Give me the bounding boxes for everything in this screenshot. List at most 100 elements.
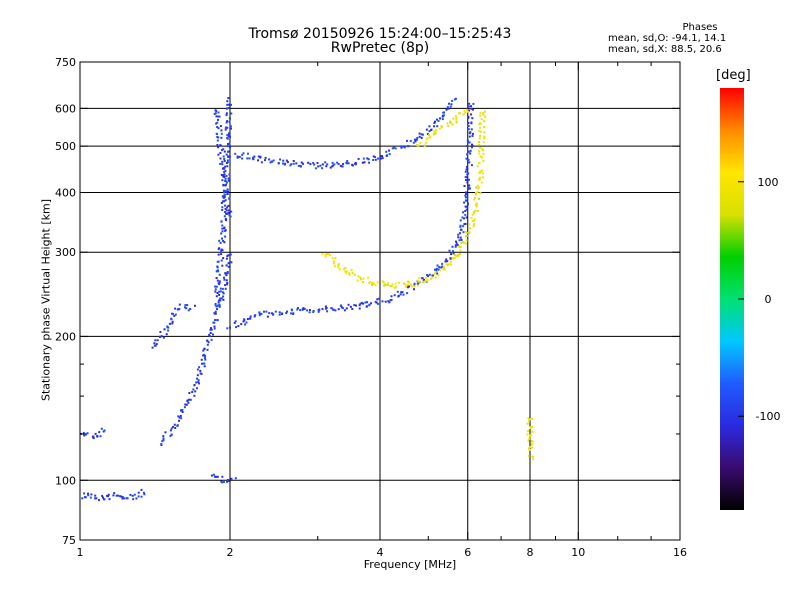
echo-point bbox=[331, 161, 334, 164]
echo-point bbox=[344, 266, 347, 269]
echo-point bbox=[466, 139, 469, 142]
echo-point bbox=[203, 365, 206, 368]
echo-point bbox=[314, 167, 317, 170]
echo-point bbox=[289, 164, 292, 167]
echo-point bbox=[462, 211, 465, 214]
echo-point bbox=[160, 335, 163, 338]
echo-point bbox=[456, 244, 459, 247]
echo-point bbox=[377, 157, 380, 160]
echo-point bbox=[394, 147, 397, 150]
echo-point bbox=[468, 184, 471, 187]
x-tick-label: 10 bbox=[571, 546, 585, 559]
echo-point bbox=[342, 268, 345, 271]
echo-point bbox=[436, 125, 439, 128]
echo-point bbox=[227, 265, 230, 268]
echo-point bbox=[455, 255, 458, 258]
echo-point bbox=[531, 430, 534, 433]
echo-point bbox=[433, 130, 436, 133]
echo-point bbox=[470, 107, 473, 110]
echo-point bbox=[162, 336, 165, 339]
echo-point bbox=[297, 307, 299, 310]
echo-point bbox=[221, 206, 224, 209]
echo-point bbox=[478, 161, 481, 164]
echo-point bbox=[186, 400, 189, 402]
echo-point bbox=[222, 155, 225, 158]
echo-point bbox=[529, 426, 532, 428]
y-tick-label: 100 bbox=[55, 474, 76, 487]
echo-point bbox=[180, 417, 183, 420]
echo-point bbox=[217, 111, 220, 114]
echo-point bbox=[241, 157, 244, 160]
echo-point bbox=[165, 333, 168, 336]
echo-point bbox=[459, 236, 462, 239]
echo-point bbox=[435, 267, 438, 270]
echo-point bbox=[401, 291, 404, 294]
echo-point bbox=[228, 155, 231, 158]
echo-point bbox=[225, 114, 228, 117]
echo-point bbox=[224, 184, 227, 187]
echo-point bbox=[162, 437, 165, 440]
echo-point bbox=[433, 132, 436, 135]
echo-point bbox=[467, 125, 470, 127]
echo-point bbox=[355, 304, 357, 307]
echo-point bbox=[324, 253, 327, 256]
echo-point bbox=[410, 285, 413, 288]
echo-point bbox=[478, 171, 481, 174]
echo-point bbox=[181, 409, 184, 411]
echo-point bbox=[151, 346, 154, 349]
echo-point bbox=[263, 310, 265, 313]
echo-point bbox=[469, 131, 472, 134]
echo-point bbox=[483, 120, 486, 123]
echo-point bbox=[226, 327, 229, 330]
echo-point bbox=[220, 129, 223, 132]
echo-point bbox=[380, 157, 383, 160]
echo-point bbox=[469, 187, 471, 190]
echo-point bbox=[465, 196, 467, 199]
echo-point bbox=[292, 313, 295, 315]
echo-point bbox=[216, 292, 219, 294]
echo-point bbox=[426, 274, 429, 276]
echo-point bbox=[457, 236, 460, 239]
echo-point bbox=[214, 312, 217, 315]
echo-point bbox=[399, 293, 402, 296]
echo-point bbox=[531, 446, 534, 449]
echo-point bbox=[464, 176, 467, 179]
echo-point bbox=[345, 272, 348, 275]
echo-point bbox=[219, 299, 222, 302]
echo-point bbox=[228, 209, 230, 212]
echo-point bbox=[101, 494, 104, 497]
x-tick-label: 1 bbox=[77, 546, 84, 559]
echo-point bbox=[221, 149, 223, 152]
echo-point bbox=[480, 181, 483, 184]
echo-point bbox=[214, 288, 217, 291]
echo-point bbox=[402, 145, 405, 148]
echo-point bbox=[473, 198, 476, 201]
echo-point bbox=[224, 235, 227, 238]
echo-point bbox=[226, 159, 229, 162]
echo-point bbox=[449, 105, 452, 108]
echo-point bbox=[450, 253, 453, 256]
echo-point bbox=[226, 480, 229, 482]
echo-point bbox=[321, 253, 324, 256]
echo-point bbox=[414, 140, 417, 143]
echo-point bbox=[342, 307, 344, 310]
echo-point bbox=[455, 118, 458, 121]
echo-point bbox=[178, 303, 181, 306]
echo-point bbox=[216, 126, 219, 128]
y-tick-label: 200 bbox=[55, 330, 76, 343]
echo-point bbox=[222, 167, 225, 169]
echo-point bbox=[243, 319, 246, 322]
echo-point bbox=[366, 301, 368, 304]
x-axis-label: Frequency [MHz] bbox=[363, 558, 457, 571]
echo-point bbox=[479, 122, 482, 125]
echo-point bbox=[466, 173, 469, 176]
echo-point bbox=[442, 111, 445, 114]
echo-point bbox=[282, 159, 285, 162]
echo-point bbox=[155, 343, 158, 346]
echo-point bbox=[217, 253, 220, 256]
echo-point bbox=[226, 193, 229, 195]
echo-point bbox=[448, 102, 450, 105]
echo-point bbox=[220, 132, 223, 135]
echo-point bbox=[198, 382, 200, 385]
echo-point bbox=[465, 179, 468, 181]
